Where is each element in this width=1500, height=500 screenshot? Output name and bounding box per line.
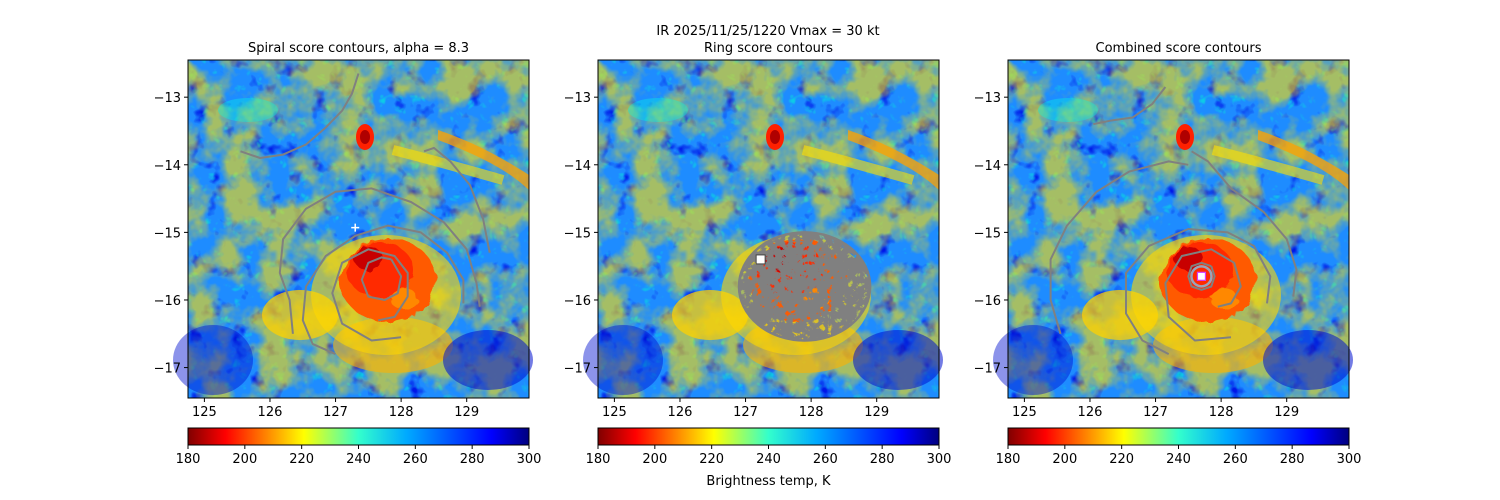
contour-layer bbox=[1049, 86, 1298, 355]
colorbar-tick-label: 240 bbox=[756, 452, 781, 467]
x-tick-label: 125 bbox=[1012, 405, 1037, 420]
score-contour bbox=[1049, 160, 1189, 335]
y-axis: −13 −14 −15 −16 −17 bbox=[154, 91, 188, 377]
colorbar-tick-label: 280 bbox=[460, 452, 485, 467]
score-contour bbox=[360, 256, 403, 301]
x-tick-label: 125 bbox=[602, 405, 627, 420]
x-axis: 125 126 127 128 129 bbox=[192, 398, 479, 420]
colorbar-tick-label: 240 bbox=[1166, 452, 1191, 467]
marker-layer bbox=[351, 223, 360, 232]
x-tick-label: 126 bbox=[1078, 405, 1103, 420]
x-tick-label: 128 bbox=[389, 405, 414, 420]
x-tick-label: 129 bbox=[454, 405, 479, 420]
score-contour bbox=[278, 187, 481, 334]
y-axis: −13 −14 −15 −16 −17 bbox=[974, 91, 1008, 377]
score-contour bbox=[240, 73, 360, 159]
y-tick-label: −14 bbox=[564, 159, 591, 174]
score-contour bbox=[1125, 228, 1272, 355]
colorbar-tick-label: 180 bbox=[176, 452, 201, 467]
center-marker bbox=[1196, 271, 1207, 281]
colorbar-tick-label: 200 bbox=[642, 452, 667, 467]
contour-layer bbox=[240, 73, 491, 356]
colorbar-tick-label: 180 bbox=[586, 452, 611, 467]
x-tick-label: 129 bbox=[864, 405, 889, 420]
colorbar-tick-label: 220 bbox=[699, 452, 724, 467]
panel-ring: Ring score contours 125 126 127 128 129 −13−… bbox=[564, 41, 952, 489]
y-tick-label: −15 bbox=[564, 226, 591, 241]
x-axis: 125 126 127 128 129 bbox=[1012, 398, 1299, 420]
score-contour bbox=[1187, 261, 1216, 291]
colorbar-tick-label: 300 bbox=[517, 452, 542, 467]
y-tick-label: −16 bbox=[564, 294, 591, 309]
colorbar-gradient bbox=[187, 427, 530, 446]
y-tick-label: −13 bbox=[974, 91, 1001, 106]
y-tick-label: −17 bbox=[564, 362, 591, 377]
x-tick-label: 127 bbox=[1143, 405, 1168, 420]
colorbar-tick-label: 300 bbox=[1337, 452, 1362, 467]
colorbar-tick-label: 280 bbox=[1280, 452, 1305, 467]
colorbar: 180 200 220 240 260 280 300 bbox=[586, 427, 952, 467]
y-tick-label: −13 bbox=[564, 91, 591, 106]
score-contour bbox=[423, 146, 491, 253]
colorbar-tick-label: 280 bbox=[870, 452, 895, 467]
ring-contour-cluster bbox=[738, 232, 871, 341]
colorbar-tick-label: 240 bbox=[346, 452, 371, 467]
score-contour bbox=[1164, 248, 1242, 342]
colorbar-tick-label: 220 bbox=[1109, 452, 1134, 467]
y-tick-label: −17 bbox=[154, 362, 181, 377]
y-tick-label: −16 bbox=[154, 294, 181, 309]
center-ring bbox=[1190, 265, 1213, 288]
score-contour bbox=[331, 248, 409, 342]
colorbar-tick-label: 260 bbox=[403, 452, 428, 467]
marker-layer bbox=[1190, 265, 1213, 288]
colorbar-label: Brightness temp, K bbox=[706, 474, 831, 489]
colorbar-tick-label: 180 bbox=[996, 452, 1021, 467]
x-tick-label: 127 bbox=[323, 405, 348, 420]
colorbar-tick-label: 260 bbox=[813, 452, 838, 467]
panel-title: Spiral score contours, alpha = 8.3 bbox=[248, 41, 469, 56]
y-tick-label: −16 bbox=[974, 294, 1001, 309]
colorbar-tick-label: 200 bbox=[232, 452, 257, 467]
score-contour bbox=[1093, 86, 1167, 126]
x-tick-label: 127 bbox=[733, 405, 758, 420]
colorbar-gradient bbox=[597, 427, 940, 446]
y-tick-label: −15 bbox=[154, 226, 181, 241]
colorbar-tick-label: 300 bbox=[927, 452, 952, 467]
panel-combined: Combined score contours 125 126 127 128 129 … bbox=[974, 41, 1362, 467]
panel-spiral: Spiral score contours, alpha = 8.3 125 12… bbox=[154, 41, 542, 467]
y-tick-label: −14 bbox=[154, 159, 181, 174]
colorbar: 180 200 220 240 260 280 300 bbox=[996, 427, 1362, 467]
y-tick-label: −15 bbox=[974, 226, 1001, 241]
score-contour bbox=[301, 224, 465, 356]
colorbar-tick-label: 220 bbox=[289, 452, 314, 467]
x-tick-label: 125 bbox=[192, 405, 217, 420]
x-tick-label: 128 bbox=[1209, 405, 1234, 420]
x-tick-label: 126 bbox=[668, 405, 693, 420]
marker-layer bbox=[755, 254, 766, 265]
colorbar-tick-label: 200 bbox=[1052, 452, 1077, 467]
ring-region bbox=[737, 231, 872, 342]
x-tick-label: 128 bbox=[799, 405, 824, 420]
panel-title: Ring score contours bbox=[704, 41, 833, 56]
y-axis: −13 −14 −15 −16 −17 bbox=[564, 91, 598, 377]
y-tick-label: −14 bbox=[974, 159, 1001, 174]
center-marker bbox=[755, 254, 766, 265]
x-tick-label: 129 bbox=[1274, 405, 1299, 420]
center-marker bbox=[351, 223, 360, 232]
colorbar-tick-label: 260 bbox=[1223, 452, 1248, 467]
x-axis: 125 126 127 128 129 bbox=[602, 398, 889, 420]
y-tick-label: −13 bbox=[154, 91, 181, 106]
ring-contour-outline bbox=[737, 231, 872, 342]
colorbar-gradient bbox=[1007, 427, 1350, 446]
score-contour bbox=[1191, 150, 1298, 297]
colorbar: 180 200 220 240 260 280 300 bbox=[176, 427, 542, 467]
y-tick-label: −17 bbox=[974, 362, 1001, 377]
x-tick-label: 126 bbox=[258, 405, 283, 420]
panel-title: Combined score contours bbox=[1096, 41, 1262, 56]
suptitle: IR 2025/11/25/1220 Vmax = 30 kt bbox=[656, 24, 879, 39]
